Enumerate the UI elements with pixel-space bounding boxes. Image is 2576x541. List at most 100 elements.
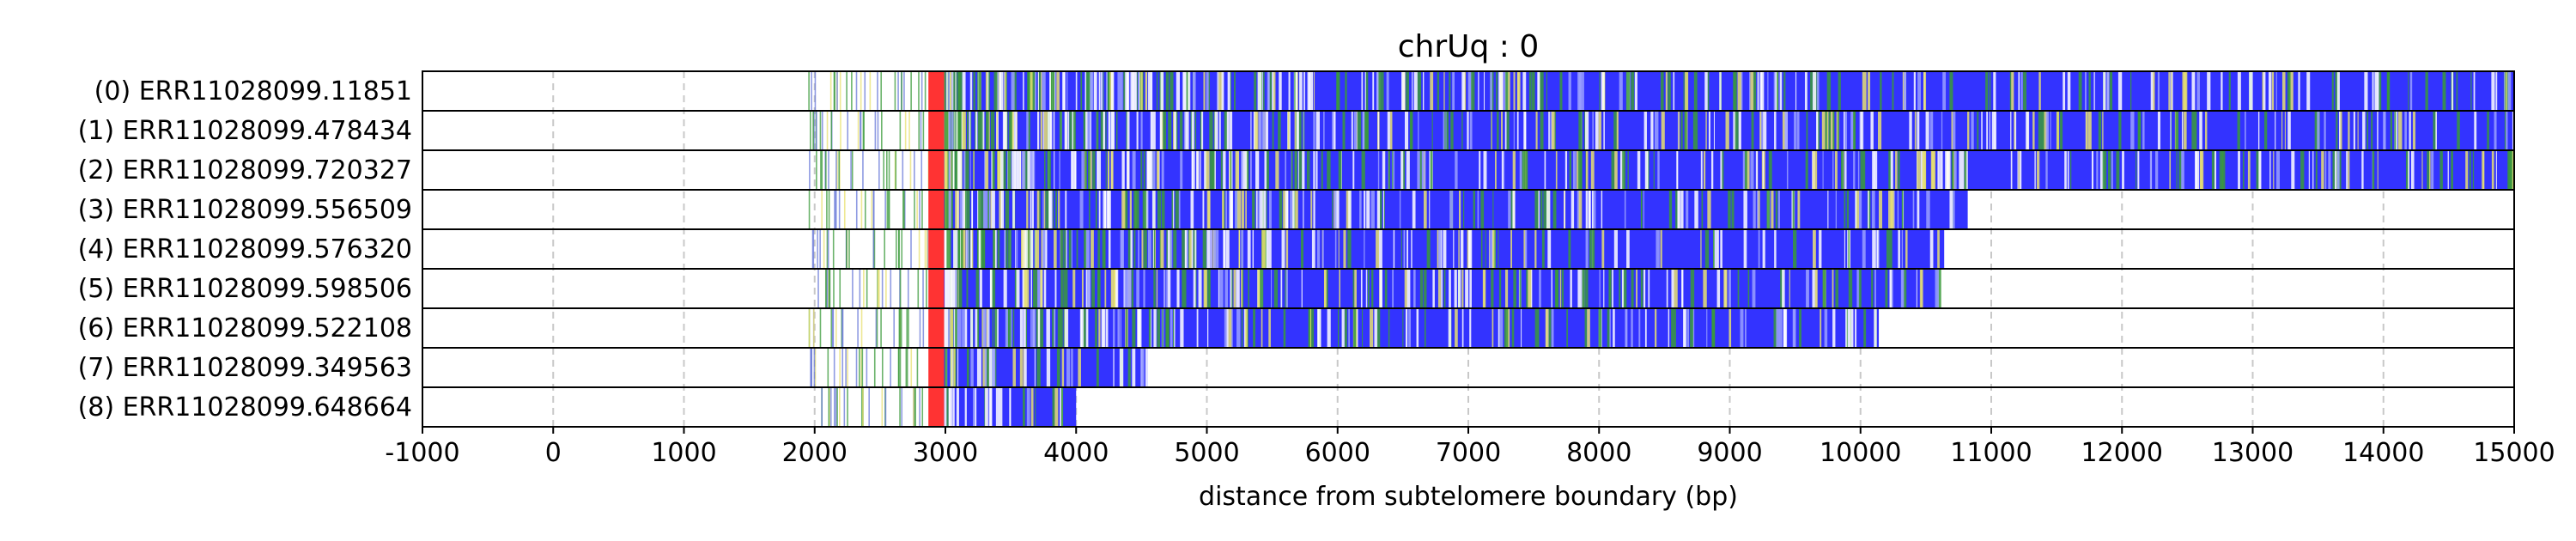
variant-mark: [1127, 111, 1130, 150]
variant-mark: [1297, 150, 1299, 190]
variant-mark: [1548, 308, 1552, 348]
variant-mark: [1150, 111, 1152, 150]
variant-mark: [1180, 150, 1183, 190]
variant-mark: [2196, 71, 2200, 111]
variant-mark: [2372, 71, 2376, 111]
variant-mark: [1136, 111, 1139, 150]
variant-mark: [2421, 150, 2423, 190]
variant-mark: [1862, 71, 1864, 111]
variant-mark: [1547, 229, 1552, 269]
variant-mark: [1359, 190, 1362, 229]
variant-mark: [1250, 111, 1252, 150]
variant-mark: [897, 71, 899, 111]
variant-mark: [1017, 229, 1018, 269]
variant-mark: [1985, 71, 1989, 111]
variant-mark: [2060, 111, 2063, 150]
variant-mark: [1673, 71, 1675, 111]
variant-mark: [2091, 150, 2094, 190]
variant-mark: [1364, 111, 1368, 150]
variant-mark: [1236, 269, 1240, 308]
variant-mark: [1483, 150, 1487, 190]
variant-mark: [1782, 111, 1786, 150]
variant-mark: [1921, 269, 1923, 308]
variant-mark: [1096, 111, 1099, 150]
variant-mark: [1084, 71, 1087, 111]
variant-mark: [2056, 111, 2060, 150]
variant-mark: [1208, 190, 1211, 229]
variant-mark: [1038, 308, 1041, 348]
variant-mark: [1257, 269, 1261, 308]
variant-mark: [1054, 229, 1057, 269]
variant-mark: [1880, 71, 1882, 111]
variant-mark: [2472, 150, 2475, 190]
variant-mark: [958, 71, 961, 111]
variant-mark: [1863, 308, 1867, 348]
variant-mark: [1644, 150, 1648, 190]
variant-mark: [1501, 150, 1504, 190]
variant-mark: [1135, 190, 1139, 229]
variant-mark: [997, 229, 1000, 269]
variant-mark: [1064, 269, 1068, 308]
variant-mark: [1081, 150, 1084, 190]
variant-mark: [900, 308, 902, 348]
variant-mark: [957, 229, 960, 269]
variant-mark: [1631, 71, 1635, 111]
variant-mark: [1261, 190, 1265, 229]
variant-mark: [1219, 269, 1224, 308]
variant-mark: [1057, 308, 1061, 348]
variant-mark: [1379, 269, 1382, 308]
variant-mark: [1202, 190, 1205, 229]
variant-mark: [1713, 229, 1715, 269]
variant-mark: [1054, 387, 1059, 427]
variant-mark: [2014, 111, 2017, 150]
variant-mark: [1668, 71, 1671, 111]
variant-mark: [1917, 150, 1921, 190]
variant-mark: [1376, 190, 1381, 229]
variant-mark: [899, 348, 902, 387]
variant-mark: [1075, 71, 1078, 111]
variant-mark: [899, 308, 901, 348]
variant-mark: [1043, 111, 1048, 150]
variant-mark: [1066, 348, 1071, 387]
variant-mark: [1813, 229, 1816, 269]
variant-mark: [2429, 150, 2431, 190]
variant-mark: [970, 229, 973, 269]
variant-mark: [1059, 150, 1060, 190]
variant-mark: [881, 269, 884, 308]
variant-mark: [1078, 348, 1081, 387]
variant-mark: [1991, 111, 1996, 150]
variant-mark: [2181, 111, 2184, 150]
variant-mark: [897, 348, 900, 387]
variant-mark: [1568, 229, 1571, 269]
variant-mark: [1592, 190, 1596, 229]
variant-mark: [1228, 308, 1232, 348]
variant-mark: [1648, 269, 1650, 308]
variant-mark: [1759, 111, 1764, 150]
variant-mark: [1148, 308, 1151, 348]
variant-mark: [1537, 71, 1540, 111]
variant-mark: [954, 150, 957, 190]
variant-mark: [855, 348, 858, 387]
variant-mark: [1931, 150, 1936, 190]
variant-mark: [1120, 71, 1123, 111]
variant-mark: [1914, 111, 1917, 150]
variant-mark: [944, 308, 948, 348]
read-label: (0) ERR11028099.11851: [94, 76, 412, 106]
variant-mark: [1513, 111, 1515, 150]
variant-mark: [1208, 71, 1210, 111]
variant-mark: [1704, 71, 1708, 111]
variant-mark: [980, 348, 981, 387]
variant-mark: [881, 387, 884, 427]
variant-mark: [1386, 71, 1389, 111]
variant-mark: [1461, 71, 1465, 111]
variant-mark: [1189, 229, 1193, 269]
variant-mark: [815, 111, 817, 150]
variant-mark: [1241, 150, 1246, 190]
variant-mark: [1720, 150, 1722, 190]
variant-mark: [1095, 308, 1097, 348]
variant-mark: [955, 229, 958, 269]
variant-mark: [835, 190, 837, 229]
variant-mark: [1335, 190, 1340, 229]
variant-mark: [1480, 229, 1483, 269]
variant-mark: [1153, 308, 1157, 348]
